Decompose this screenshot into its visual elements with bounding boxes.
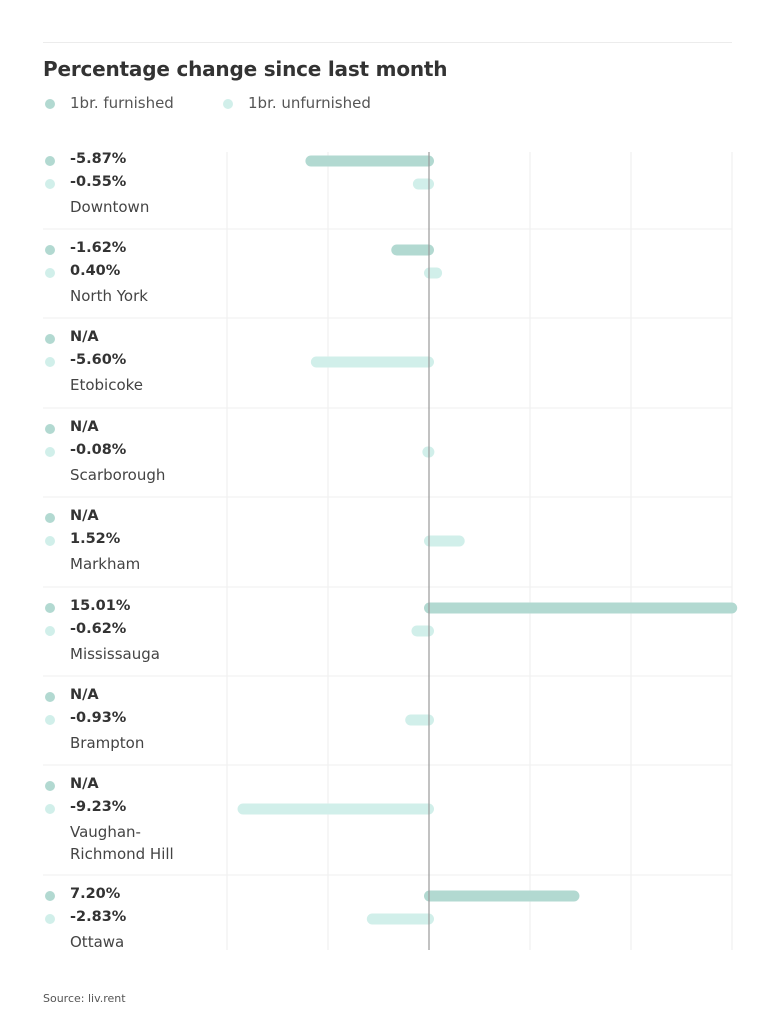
furnished-dot-icon	[45, 513, 55, 523]
furnished-value-label: N/A	[70, 329, 99, 345]
source-note: Source: liv.rent	[43, 992, 126, 1005]
unfurnished-value-label: -2.83%	[70, 909, 127, 925]
bar-unfurnished	[310, 356, 434, 368]
unfurnished-dot-icon	[45, 914, 55, 924]
furnished-dot-icon	[45, 156, 55, 166]
furnished-value-label: -5.87%	[70, 151, 127, 167]
bar-unfurnished	[411, 625, 434, 637]
unfurnished-value-label: -5.60%	[70, 352, 127, 368]
bar-furnished	[391, 244, 434, 256]
bar-unfurnished	[412, 178, 434, 190]
bar-unfurnished	[405, 714, 434, 726]
furnished-dot-icon	[45, 245, 55, 255]
furnished-value-label: N/A	[70, 508, 99, 524]
category-label: Brampton	[70, 734, 145, 752]
unfurnished-dot-icon	[45, 626, 55, 636]
chart-title: Percentage change since last month	[43, 57, 448, 81]
legend-label: 1br. furnished	[70, 94, 174, 112]
furnished-dot-icon	[45, 692, 55, 702]
unfurnished-dot-icon	[45, 357, 55, 367]
furnished-dot-icon	[45, 781, 55, 791]
bar-unfurnished	[237, 803, 434, 815]
furnished-value-label: N/A	[70, 687, 99, 703]
bar-furnished	[424, 890, 580, 902]
unfurnished-dot-icon	[45, 179, 55, 189]
category-label: Vaughan- Richmond Hill	[70, 823, 174, 863]
bar-unfurnished	[366, 913, 434, 925]
furnished-value-label: -1.62%	[70, 240, 127, 256]
bar-furnished	[305, 155, 434, 167]
category-label: Ottawa	[70, 933, 125, 951]
bar-unfurnished	[424, 267, 443, 279]
unfurnished-value-label: -0.55%	[70, 174, 127, 190]
furnished-value-label: 15.01%	[70, 598, 131, 614]
unfurnished-dot-icon	[45, 804, 55, 814]
unfurnished-dot-icon	[45, 447, 55, 457]
unfurnished-value-label: -0.62%	[70, 621, 127, 637]
unfurnished-dot-icon	[45, 536, 55, 546]
top-divider	[43, 42, 732, 43]
category-label: Etobicoke	[70, 376, 144, 394]
category-label: Markham	[70, 555, 141, 573]
unfurnished-value-label: -0.93%	[70, 710, 127, 726]
category-label: North York	[70, 287, 148, 305]
furnished-dot-icon	[45, 603, 55, 613]
furnished-dot-icon	[45, 334, 55, 344]
bar-unfurnished	[424, 535, 465, 547]
unfurnished-value-label: 1.52%	[70, 531, 121, 547]
category-label: Downtown	[70, 198, 150, 216]
furnished-dot-icon	[45, 424, 55, 434]
unfurnished-dot-icon	[45, 268, 55, 278]
unfurnished-value-label: -0.08%	[70, 442, 127, 458]
furnished-value-label: 7.20%	[70, 886, 121, 902]
furnished-value-label: N/A	[70, 419, 99, 435]
unfurnished-dot-icon	[45, 715, 55, 725]
category-label: Mississauga	[70, 645, 160, 663]
category-label: Scarborough	[70, 466, 166, 484]
unfurnished-value-label: 0.40%	[70, 263, 121, 279]
legend-dot-unfurnished-icon	[223, 99, 233, 109]
furnished-dot-icon	[45, 891, 55, 901]
bar-unfurnished	[422, 446, 435, 458]
furnished-value-label: N/A	[70, 776, 99, 792]
unfurnished-value-label: -9.23%	[70, 799, 127, 815]
legend-label: 1br. unfurnished	[248, 94, 371, 112]
bar-furnished	[424, 602, 738, 614]
legend-dot-furnished-icon	[45, 99, 55, 109]
